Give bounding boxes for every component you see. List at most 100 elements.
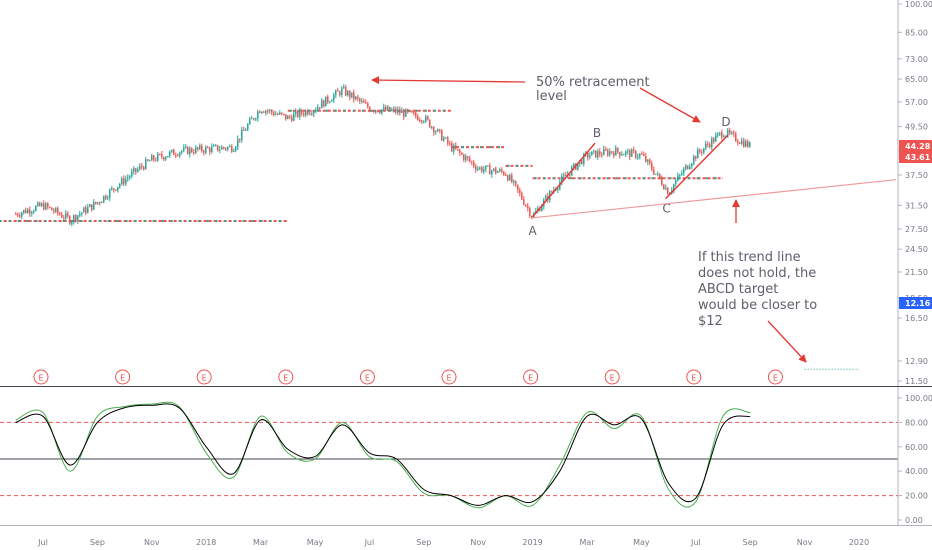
candle-body [307,110,309,115]
candle-body [411,110,413,113]
earnings-marker-label: E [202,374,207,383]
candle-body [643,154,645,156]
candle-body [723,136,725,138]
candle-body [593,150,595,152]
candle-body [145,159,147,170]
candle-body [557,188,559,190]
time-tick-label: 2018 [196,538,216,547]
candle-body [95,201,97,204]
candle-body [473,162,475,167]
candle-body [695,156,697,159]
candle-body [463,154,465,160]
candle-body [369,107,371,112]
candle-body [639,153,641,157]
candle-body [127,177,129,179]
price-tick-label: 100.00 [905,0,932,9]
candle-body [503,171,505,175]
trend-line [532,179,897,219]
abcd-label-b: B [593,126,601,140]
candle-body [393,108,395,110]
candle-body [339,91,341,95]
candle-body [457,149,459,151]
candle-body [99,202,101,204]
candle-body [115,189,117,191]
candle-body [715,135,717,142]
candle-body [157,154,159,161]
candle-body [201,145,203,151]
candle-body [309,113,311,115]
earnings-marker-label: E [528,374,533,383]
candle-body [581,160,583,165]
candle-body [647,159,649,162]
candle-body [469,158,471,162]
candle-body [379,112,381,114]
abcd-leg-cd [665,134,729,200]
candle-body [541,206,543,212]
earnings-marker-label: E [365,374,370,383]
candle-body [103,195,105,202]
candle-body [359,98,361,102]
candle-body [331,100,333,102]
candle-body [215,145,217,147]
candle-body [397,109,399,113]
candle-body [717,133,719,136]
candle-body [207,147,209,149]
candle-body [113,188,115,190]
oscillator-pane[interactable] [0,401,898,509]
candle-body [291,117,293,121]
candle-body [449,143,451,145]
annotation-line: would be closer to [698,298,817,313]
candle-body [203,150,205,153]
candle-body [17,213,19,216]
candle-body [221,146,223,150]
candle-body [517,184,519,190]
candle-body [387,106,389,111]
candle-body [347,91,349,96]
price-tick-label: 31.50 [905,201,928,210]
candle-body [57,208,59,214]
candle-body [451,143,453,152]
candle-body [25,209,27,214]
candle-body [675,180,677,185]
candle-body [455,145,457,150]
annotation-arrow [639,87,701,123]
candle-body [235,146,237,151]
candle-body [561,176,563,183]
candle-body [325,96,327,107]
earnings-marker [441,369,457,385]
candle-body [265,110,267,113]
osc-tick-label: 40.00 [905,467,928,476]
candle-body [439,129,441,131]
oscillator-k-line [15,401,751,509]
candle-body [169,151,171,156]
candle-body [187,146,189,155]
candle-body [159,154,161,156]
candle-body [269,109,271,112]
candle-body [79,213,81,216]
candle-body [475,166,477,170]
candle-body [691,163,693,167]
candle-body [373,110,375,112]
candle-body [357,96,359,99]
candle-body [73,215,75,222]
candle-body [191,148,193,153]
candle-body [689,166,691,169]
time-tick-label: Nov [797,538,813,547]
abcd-leg-ab [532,142,596,218]
candle-body [319,107,321,109]
candle-body [607,150,609,156]
candle-body [259,111,261,113]
candle-body [507,175,509,181]
candle-body [511,175,513,183]
candle-body [139,165,141,170]
price-pane[interactable]: A B C D 50% retracement level If this trend li… [0,75,897,385]
candle-body [663,184,665,190]
time-tick-label: Jul [690,538,701,547]
candle-body [41,203,43,206]
candle-body [711,138,713,148]
candle-body [371,110,373,112]
candle-body [523,199,525,205]
candle-body [141,165,143,168]
